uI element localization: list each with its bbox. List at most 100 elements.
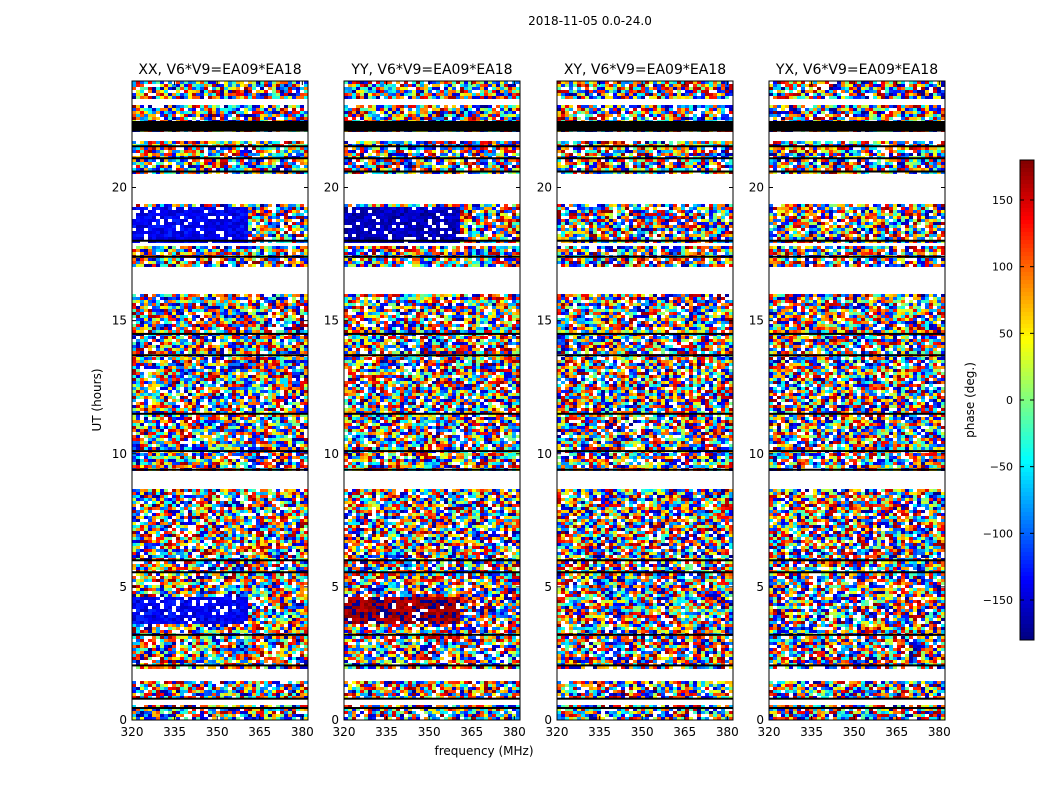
- colorbar-tick-label: 50: [999, 327, 1013, 340]
- flag-line: [557, 707, 733, 710]
- flag-line: [344, 468, 520, 471]
- colorbar-segment: [1020, 256, 1034, 261]
- flag-band: [557, 120, 733, 132]
- flag-line: [557, 145, 733, 148]
- colorbar-segment: [1020, 332, 1034, 337]
- colorbar-segment: [1020, 528, 1034, 533]
- panel-yx: [769, 81, 945, 720]
- flag-line: [344, 157, 520, 160]
- colorbar-segment: [1020, 624, 1034, 629]
- x-tick-label: 380: [928, 725, 951, 739]
- colorbar-segment: [1020, 616, 1034, 621]
- flag-line: [769, 157, 945, 160]
- colorbar-label: phase (deg.): [963, 362, 977, 438]
- colorbar-segment: [1020, 492, 1034, 497]
- colorbar-tick-label: 0: [1006, 394, 1013, 407]
- colorbar-segment: [1020, 180, 1034, 185]
- colorbar-segment: [1020, 344, 1034, 349]
- flag-line: [769, 239, 945, 242]
- colorbar-segment: [1020, 568, 1034, 573]
- flag-band: [132, 120, 308, 132]
- x-tick-label: 335: [163, 725, 186, 739]
- flag-line: [769, 412, 945, 415]
- colorbar-segment: [1020, 520, 1034, 525]
- colorbar-segment: [1020, 596, 1034, 601]
- flag-band: [344, 120, 520, 132]
- flag-line: [557, 697, 733, 700]
- colorbar-segment: [1020, 564, 1034, 569]
- colorbar-segment: [1020, 252, 1034, 257]
- colorbar-segment: [1020, 548, 1034, 553]
- colorbar: [1020, 160, 1034, 641]
- y-tick-label: 0: [756, 713, 764, 727]
- y-tick-label: 5: [544, 580, 552, 594]
- flag-line: [769, 707, 945, 710]
- colorbar-segment: [1020, 532, 1034, 537]
- flag-line: [132, 145, 308, 148]
- colorbar-segment: [1020, 324, 1034, 329]
- colorbar-segment: [1020, 384, 1034, 389]
- flag-line: [769, 170, 945, 173]
- colorbar-segment: [1020, 260, 1034, 265]
- colorbar-segment: [1020, 636, 1034, 641]
- x-tick-label: 350: [631, 725, 654, 739]
- colorbar-segment: [1020, 420, 1034, 425]
- flag-line: [344, 145, 520, 148]
- colorbar-segment: [1020, 364, 1034, 369]
- colorbar-segment: [1020, 352, 1034, 357]
- flag-line: [344, 707, 520, 710]
- colorbar-segment: [1020, 612, 1034, 617]
- y-tick-label: 0: [119, 713, 127, 727]
- panel-frame: [343, 80, 521, 721]
- colorbar-segment: [1020, 504, 1034, 509]
- colorbar-segment: [1020, 400, 1034, 405]
- colorbar-segment: [1020, 452, 1034, 457]
- colorbar-segment: [1020, 160, 1034, 165]
- colorbar-segment: [1020, 404, 1034, 409]
- colorbar-segment: [1020, 576, 1034, 581]
- colorbar-segment: [1020, 196, 1034, 201]
- colorbar-segment: [1020, 236, 1034, 241]
- x-tick-label: 335: [588, 725, 611, 739]
- panel-yy: [344, 81, 520, 720]
- flag-line: [557, 559, 733, 562]
- flag-line: [344, 633, 520, 636]
- colorbar-segment: [1020, 164, 1034, 169]
- colorbar-segment: [1020, 168, 1034, 173]
- flag-line: [557, 633, 733, 636]
- flag-line: [132, 707, 308, 710]
- colorbar-segment: [1020, 200, 1034, 205]
- x-tick-label: 350: [418, 725, 441, 739]
- colorbar-segment: [1020, 436, 1034, 441]
- colorbar-segment: [1020, 388, 1034, 393]
- flag-line: [557, 468, 733, 471]
- y-tick-label: 10: [112, 447, 127, 461]
- flag-line: [344, 255, 520, 258]
- panel-frame: [768, 80, 946, 721]
- flag-line: [132, 354, 308, 357]
- colorbar-segment: [1020, 588, 1034, 593]
- colorbar-segment: [1020, 172, 1034, 177]
- y-tick-label: 20: [749, 181, 764, 195]
- flag-line: [344, 559, 520, 562]
- x-tick-label: 335: [375, 725, 398, 739]
- colorbar-segment: [1020, 424, 1034, 429]
- colorbar-segment: [1020, 356, 1034, 361]
- colorbar-segment: [1020, 412, 1034, 417]
- y-tick-label: 5: [756, 580, 764, 594]
- colorbar-segment: [1020, 212, 1034, 217]
- colorbar-segment: [1020, 408, 1034, 413]
- colorbar-segment: [1020, 248, 1034, 253]
- y-tick-label: 0: [331, 713, 339, 727]
- x-tick-label: 380: [716, 725, 739, 739]
- colorbar-segment: [1020, 316, 1034, 321]
- colorbar-segment: [1020, 572, 1034, 577]
- colorbar-segment: [1020, 240, 1034, 245]
- flag-line: [132, 255, 308, 258]
- flag-line: [132, 633, 308, 636]
- flag-line: [557, 255, 733, 258]
- colorbar-segment: [1020, 480, 1034, 485]
- flag-line: [344, 354, 520, 357]
- x-tick-label: 365: [460, 725, 483, 739]
- colorbar-segment: [1020, 620, 1034, 625]
